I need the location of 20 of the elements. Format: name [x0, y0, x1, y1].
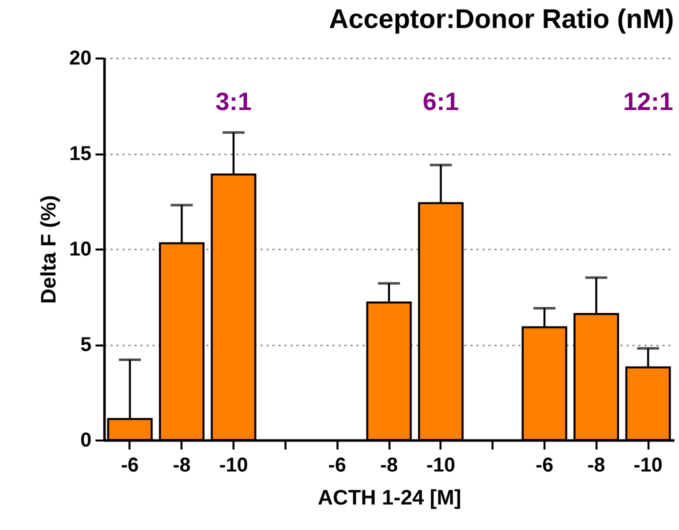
y-tick-label: 10	[69, 238, 92, 260]
x-tick-label: -6	[328, 454, 346, 476]
x-tick-label: -8	[587, 454, 606, 476]
y-tick-label: 20	[69, 48, 92, 70]
x-tick-label: -10	[426, 454, 456, 476]
x-tick-label: -8	[380, 454, 398, 476]
y-tick-label: 0	[80, 430, 92, 452]
annotation: 12:1	[623, 88, 674, 116]
x-tick-label: -6	[536, 454, 554, 476]
x-tick-label: -10	[634, 454, 663, 476]
y-axis-title: Delta F (%)	[37, 195, 60, 304]
x-tick-label: -6	[121, 454, 139, 476]
chart-title: Acceptor:Donor Ratio (nM)	[329, 4, 674, 34]
annotation: 6:1	[422, 88, 459, 116]
annotation: 3:1	[215, 88, 252, 116]
x-tick-label: -8	[172, 454, 191, 476]
x-tick-label: -10	[219, 454, 248, 476]
x-axis-title: ACTH 1-24 [M]	[318, 486, 462, 510]
y-tick-label: 15	[69, 143, 92, 165]
y-tick-label: 5	[80, 334, 92, 356]
